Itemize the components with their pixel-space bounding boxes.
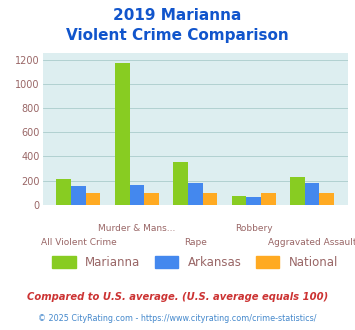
Text: Murder & Mans...: Murder & Mans... — [98, 224, 175, 233]
Bar — [115, 63, 130, 205]
Text: Violent Crime Comparison: Violent Crime Comparison — [66, 28, 289, 43]
Bar — [320, 193, 334, 205]
Bar — [290, 178, 305, 205]
Bar — [173, 162, 188, 205]
Text: Aggravated Assault: Aggravated Assault — [268, 238, 355, 247]
Legend: Marianna, Arkansas, National: Marianna, Arkansas, National — [52, 256, 338, 269]
Bar — [144, 193, 159, 205]
Bar — [188, 183, 203, 205]
Bar — [203, 193, 217, 205]
Text: Compared to U.S. average. (U.S. average equals 100): Compared to U.S. average. (U.S. average … — [27, 292, 328, 302]
Bar — [305, 183, 320, 205]
Text: Rape: Rape — [184, 238, 207, 247]
Text: All Violent Crime: All Violent Crime — [40, 238, 116, 247]
Bar — [261, 193, 275, 205]
Text: Robbery: Robbery — [235, 224, 273, 233]
Bar — [246, 197, 261, 205]
Bar — [71, 185, 86, 205]
Text: © 2025 CityRating.com - https://www.cityrating.com/crime-statistics/: © 2025 CityRating.com - https://www.city… — [38, 314, 317, 323]
Bar — [130, 185, 144, 205]
Bar — [56, 179, 71, 205]
Bar — [86, 193, 100, 205]
Bar — [232, 196, 246, 205]
Text: 2019 Marianna: 2019 Marianna — [113, 8, 242, 23]
